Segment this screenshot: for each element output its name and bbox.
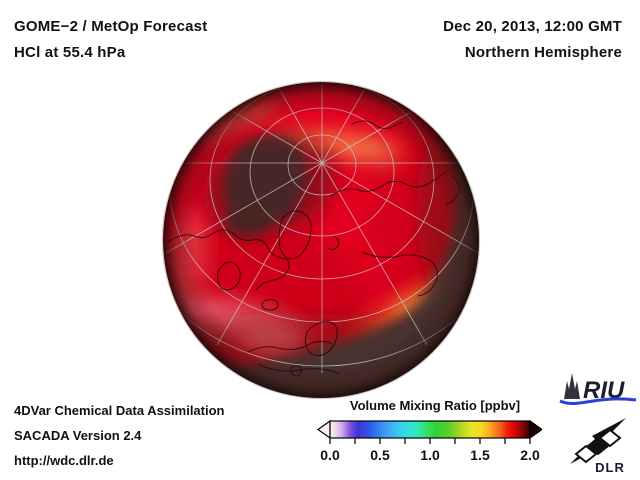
colorbar-gradient-bar <box>329 420 531 439</box>
dlr-logo: DLR <box>570 418 626 475</box>
colorbar-title: Volume Mixing Ratio [ppbv] <box>350 398 520 413</box>
limb-shading <box>163 82 479 398</box>
colorbar: Volume Mixing Ratio [ppbv] 0.0 0.5 1.0 1… <box>316 398 542 463</box>
colorbar-tick-labels: 0.0 0.5 1.0 1.5 2.0 <box>320 447 540 463</box>
hemisphere-label: Northern Hemisphere <box>464 44 622 61</box>
tick-label-1.0: 1.0 <box>420 447 440 463</box>
riu-wave-icon <box>559 397 637 405</box>
riu-logo: RIU <box>559 373 637 405</box>
plot-title: GOME−2 / MetOp Forecast HCl at 55.4 hPa <box>14 14 207 66</box>
website-url: http://wdc.dlr.de <box>14 453 114 468</box>
plot-datetime-block: Dec 20, 2013, 12:00 GMT Northern Hemisph… <box>443 14 622 66</box>
datetime-label: Dec 20, 2013, 12:00 GMT <box>443 18 622 35</box>
colorbar-right-arrow <box>529 419 542 440</box>
tick-label-0.5: 0.5 <box>370 447 390 463</box>
credits-block: 4DVar Chemical Data Assimilation SACADA … <box>14 398 225 473</box>
dlr-star-icon <box>570 418 626 464</box>
species-level-title: HCl at 55.4 hPa <box>14 44 126 61</box>
dlr-label: DLR <box>595 460 625 475</box>
cathedral-icon <box>564 373 580 399</box>
instrument-title: GOME−2 / MetOp Forecast <box>14 18 208 35</box>
tick-label-0.0: 0.0 <box>320 447 340 463</box>
assimilation-label: 4DVar Chemical Data Assimilation <box>14 403 225 418</box>
globe-rim <box>161 80 481 400</box>
tick-label-2.0: 2.0 <box>520 447 540 463</box>
version-label: SACADA Version 2.4 <box>14 428 142 443</box>
tick-label-1.5: 1.5 <box>470 447 490 463</box>
colorbar-left-arrow <box>316 419 331 440</box>
colorbar-ticks <box>329 438 531 444</box>
